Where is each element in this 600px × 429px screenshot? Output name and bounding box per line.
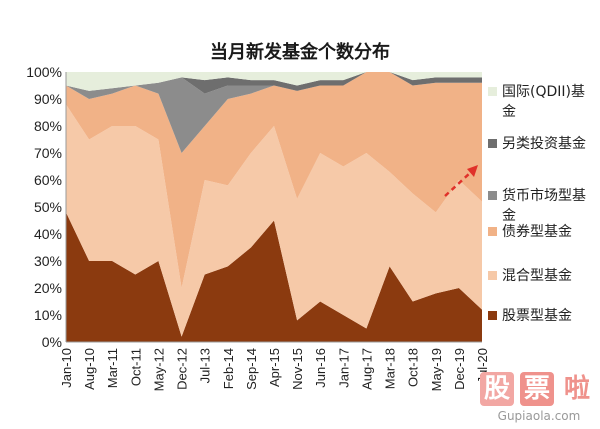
watermark-char: 票 — [520, 372, 554, 406]
y-tick-label: 70% — [34, 145, 62, 161]
legend-swatch — [488, 311, 497, 320]
legend-swatch — [488, 87, 497, 96]
legend-swatch — [488, 139, 497, 148]
watermark-char: 股 — [480, 372, 514, 406]
y-tick-label: 60% — [34, 172, 62, 188]
x-tick-label: Jan-10 — [59, 348, 74, 388]
y-tick-label: 90% — [34, 91, 62, 107]
series-area-1 — [66, 104, 482, 337]
watermark-domain: Gupiaola.com — [497, 409, 581, 423]
legend-label: 国际(QDII)基金 — [502, 84, 585, 120]
x-tick-label: Feb-14 — [221, 348, 236, 389]
watermark: 股票啦 Gupiaola.com — [480, 372, 598, 426]
x-tick-label: Oct-11 — [128, 348, 143, 386]
watermark-char: 啦 — [560, 372, 594, 406]
series-area-2 — [66, 72, 482, 288]
legend-swatch — [488, 191, 497, 200]
y-tick-label: 20% — [34, 280, 62, 296]
chart-title: 当月新发基金个数分布 — [210, 42, 390, 63]
series-area-4 — [66, 72, 482, 94]
y-tick-label: 30% — [34, 253, 62, 269]
x-tick-label: Nov-15 — [290, 348, 305, 390]
x-tick-label: Jan-17 — [336, 348, 351, 388]
watermark-logo: 股票啦 — [480, 372, 598, 406]
legend-label: 股票型基金 — [502, 308, 572, 324]
y-tick-label: 40% — [34, 226, 62, 242]
x-tick-label: Jun-16 — [313, 348, 328, 388]
x-tick-label: May-19 — [429, 348, 444, 391]
trend-arrow-head — [467, 165, 478, 177]
y-tick-label: 0% — [42, 334, 62, 350]
x-tick-label: Aug-10 — [82, 348, 97, 390]
x-tick-label: Jul-13 — [198, 348, 213, 383]
x-tick-label: Sep-14 — [244, 348, 259, 390]
legend-label: 货币市场型基金 — [502, 188, 586, 224]
x-tick-label: Mar-11 — [105, 348, 120, 388]
legend-label: 债券型基金 — [502, 224, 572, 240]
y-tick-label: 50% — [34, 199, 62, 215]
x-tick-label: Aug-17 — [359, 348, 374, 390]
series-area-5 — [66, 72, 482, 91]
x-tick-label: Mar-18 — [383, 348, 398, 389]
y-tick-label: 100% — [26, 64, 62, 80]
x-tick-label: Apr-15 — [267, 348, 282, 387]
x-tick-label: Dec-12 — [175, 348, 190, 390]
trend-arrow-line — [444, 172, 471, 197]
legend-label: 另类投资基金 — [502, 136, 586, 152]
series-area-3 — [66, 72, 482, 153]
legend-swatch — [488, 271, 497, 280]
y-tick-label: 80% — [34, 118, 62, 134]
legend-swatch — [488, 227, 497, 236]
legend-label: 混合型基金 — [502, 268, 572, 284]
x-tick-label: Dec-19 — [452, 348, 467, 390]
x-tick-label: Oct-18 — [406, 348, 421, 387]
y-tick-label: 10% — [34, 307, 62, 323]
x-tick-label: May-12 — [151, 348, 166, 391]
series-area-0 — [66, 212, 482, 342]
